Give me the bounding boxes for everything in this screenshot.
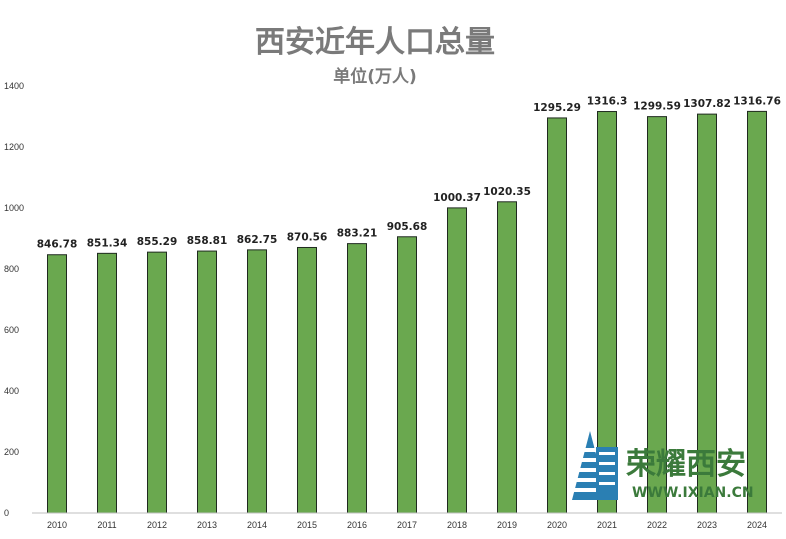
x-tick-label: 2013 [197,520,217,530]
y-tick-label: 400 [4,386,19,396]
x-tick-label: 2014 [247,520,267,530]
y-tick-label: 0 [4,508,9,518]
data-label-2021: 1316.3 [587,96,628,108]
x-tick-label: 2011 [97,520,116,530]
bar-2024 [747,110,767,514]
y-tick-label: 200 [4,447,19,457]
data-label-2023: 1307.82 [683,98,731,110]
bar-2019 [497,201,517,514]
data-label-2013: 858.81 [187,235,228,247]
x-tick-label: 2017 [397,520,417,530]
building-logo-icon [572,431,618,500]
y-tick-label: 1200 [4,142,24,152]
data-label-2020: 1295.29 [533,102,581,114]
watermark-name: 荣耀西安 [626,447,746,482]
x-tick-label: 2018 [447,520,467,530]
data-label-2011: 851.34 [87,237,128,249]
x-tick-label: 2019 [497,520,517,530]
bar-2011 [97,252,117,514]
x-tick-label: 2016 [347,520,367,530]
x-tick-label: 2012 [147,520,167,530]
data-label-2012: 855.29 [137,236,178,248]
data-label-2019: 1020.35 [483,186,531,198]
x-tick-label: 2010 [47,520,67,530]
bar-2015 [297,246,317,514]
x-tick-label: 2023 [697,520,717,530]
x-axis: 2010 2011 2012 2013 2014 2015 2016 2017 2018 2019… [32,512,782,530]
bar-2012 [147,251,167,514]
data-label-2014: 862.75 [237,234,278,246]
data-label-2016: 883.21 [337,228,378,240]
y-tick-label: 1000 [4,203,24,213]
y-tick-label: 800 [4,264,19,274]
bar-2014 [247,249,267,514]
y-tick-label: 600 [4,325,19,335]
x-tick-label: 2015 [297,520,317,530]
x-tick-label: 2021 [597,520,617,530]
watermark-url: WWW.IXIAN.CN [632,485,754,501]
x-tick-label: 2024 [747,520,767,530]
bar-2016 [347,243,367,514]
x-tick-label: 2020 [547,520,567,530]
bar-series [47,110,767,514]
bar-2010 [47,254,67,514]
data-label-2024: 1316.76 [733,95,781,107]
bar-2020 [547,117,567,514]
bar-2013 [197,250,217,514]
y-tick-label: 1400 [4,81,24,91]
x-tick-label: 2022 [647,520,667,530]
data-labels: 846.78 851.34 855.29 858.81 862.75 870.56 883.… [37,95,781,250]
data-label-2017: 905.68 [387,221,428,233]
y-axis: 0 200 400 600 800 1000 1200 1400 [4,81,24,518]
data-label-2010: 846.78 [37,239,78,251]
data-label-2022: 1299.59 [633,101,681,113]
data-label-2015: 870.56 [287,231,328,243]
chart-title: 西安近年人口总量 [255,25,495,60]
bar-2018 [447,207,467,514]
bar-2017 [397,236,417,514]
chart-subtitle: 单位(万人) [333,66,417,87]
data-label-2018: 1000.37 [433,192,481,204]
